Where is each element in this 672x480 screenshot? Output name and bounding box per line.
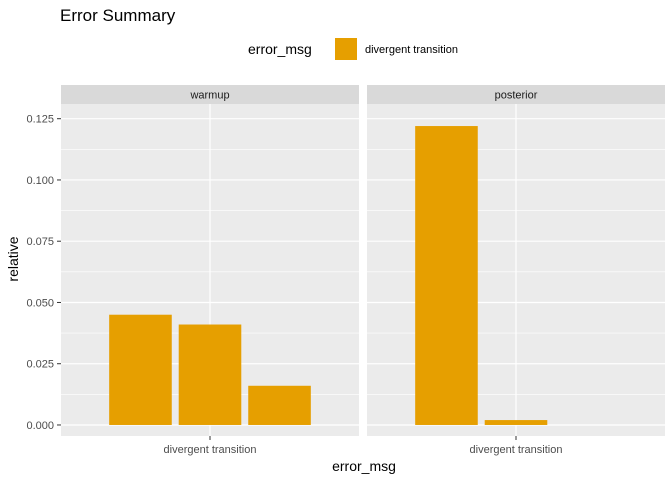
bar bbox=[415, 126, 478, 425]
y-axis-title: relative bbox=[5, 236, 21, 281]
bar bbox=[248, 385, 311, 425]
y-tick-label: 0.075 bbox=[26, 236, 54, 248]
legend-key-swatch bbox=[335, 38, 357, 60]
bar bbox=[109, 314, 172, 425]
facet-strip-label: posterior bbox=[495, 90, 538, 102]
x-tick-label: divergent transition bbox=[470, 444, 563, 456]
legend-label: divergent transition bbox=[365, 44, 458, 56]
bar bbox=[484, 420, 548, 425]
y-tick-label: 0.050 bbox=[26, 297, 54, 309]
legend-title: error_msg bbox=[248, 41, 312, 57]
legend: error_msg divergent transition bbox=[248, 38, 458, 60]
x-tick-label: divergent transition bbox=[164, 444, 257, 456]
facet-strip bbox=[367, 85, 665, 104]
y-tick-label: 0.025 bbox=[26, 359, 54, 371]
y-tick-label: 0.100 bbox=[26, 175, 54, 187]
chart-title: Error Summary bbox=[60, 6, 176, 25]
facet-strip bbox=[61, 85, 359, 104]
facet-panel-warmup: warmup divergent transition bbox=[61, 85, 359, 456]
y-tick-label: 0.000 bbox=[26, 420, 54, 432]
facet-panel-posterior: posterior divergent transition bbox=[367, 85, 665, 456]
facet-strip-label: warmup bbox=[189, 90, 229, 102]
x-axis-title: error_msg bbox=[332, 458, 396, 474]
bar bbox=[178, 324, 242, 425]
facet-panels: warmup divergent transition posterior diver… bbox=[61, 85, 665, 456]
y-tick-label: 0.125 bbox=[26, 114, 54, 126]
y-axis: 0.000 0.025 0.050 0.075 0.100 0.125 bbox=[26, 114, 61, 432]
